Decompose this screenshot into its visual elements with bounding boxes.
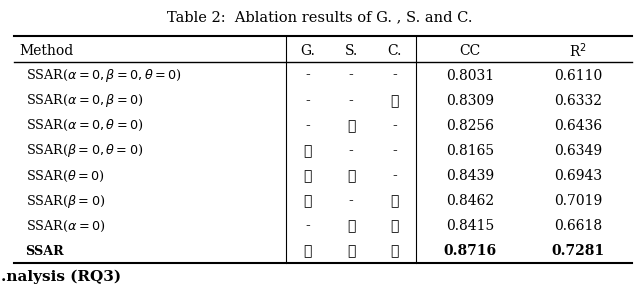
Text: S.: S. [344,43,358,58]
Text: 0.8256: 0.8256 [446,119,494,133]
Text: ✓: ✓ [347,219,355,233]
Text: 0.8462: 0.8462 [446,194,494,208]
Text: -: - [305,69,310,83]
Text: 0.8415: 0.8415 [446,219,494,233]
Text: C.: C. [387,43,401,58]
Text: 0.6436: 0.6436 [554,119,602,133]
Text: -: - [349,144,353,158]
Text: ✓: ✓ [390,244,399,258]
Text: -: - [392,169,397,183]
Text: -: - [392,69,397,83]
Text: -: - [349,94,353,108]
Text: ✓: ✓ [303,244,312,258]
Text: SSAR: SSAR [26,245,65,258]
Text: -: - [392,119,397,133]
Text: 0.8716: 0.8716 [444,244,497,258]
Text: Table 2:  Ablation results of G. , S. and C.: Table 2: Ablation results of G. , S. and… [167,10,473,24]
Text: -: - [392,144,397,158]
Text: -: - [349,194,353,208]
Text: CC: CC [460,43,481,58]
Text: R$^2$: R$^2$ [569,41,587,60]
Text: ✓: ✓ [303,144,312,158]
Text: SSAR($\alpha=0, \beta=0$): SSAR($\alpha=0, \beta=0$) [26,92,143,109]
Text: Method: Method [19,43,74,58]
Text: ✓: ✓ [303,169,312,183]
Text: ✓: ✓ [390,219,399,233]
Text: -: - [305,219,310,233]
Text: -: - [349,69,353,83]
Text: 0.7281: 0.7281 [552,244,605,258]
Text: 0.6349: 0.6349 [554,144,602,158]
Text: 0.6618: 0.6618 [554,219,602,233]
Text: 0.6332: 0.6332 [554,94,602,108]
Text: SSAR($\theta=0$): SSAR($\theta=0$) [26,168,104,183]
Text: ✓: ✓ [303,194,312,208]
Text: SSAR($\alpha=0, \theta=0$): SSAR($\alpha=0, \theta=0$) [26,118,143,133]
Text: 0.7019: 0.7019 [554,194,602,208]
Text: G.: G. [300,43,315,58]
Text: -: - [305,119,310,133]
Text: 0.8165: 0.8165 [446,144,494,158]
Text: .nalysis (RQ3): .nalysis (RQ3) [1,269,122,284]
Text: -: - [305,94,310,108]
Text: SSAR($\alpha=0, \beta=0, \theta=0$): SSAR($\alpha=0, \beta=0, \theta=0$) [26,67,182,84]
Text: SSAR($\beta=0, \theta=0$): SSAR($\beta=0, \theta=0$) [26,142,143,160]
Text: 0.8309: 0.8309 [446,94,494,108]
Text: 0.6943: 0.6943 [554,169,602,183]
Text: 0.6110: 0.6110 [554,69,602,83]
Text: ✓: ✓ [390,94,399,108]
Text: ✓: ✓ [347,119,355,133]
Text: 0.8439: 0.8439 [446,169,494,183]
Text: ✓: ✓ [347,244,355,258]
Text: SSAR($\beta=0$): SSAR($\beta=0$) [26,193,105,210]
Text: ✓: ✓ [347,169,355,183]
Text: 0.8031: 0.8031 [446,69,494,83]
Text: ✓: ✓ [390,194,399,208]
Text: SSAR($\alpha=0$): SSAR($\alpha=0$) [26,219,105,234]
